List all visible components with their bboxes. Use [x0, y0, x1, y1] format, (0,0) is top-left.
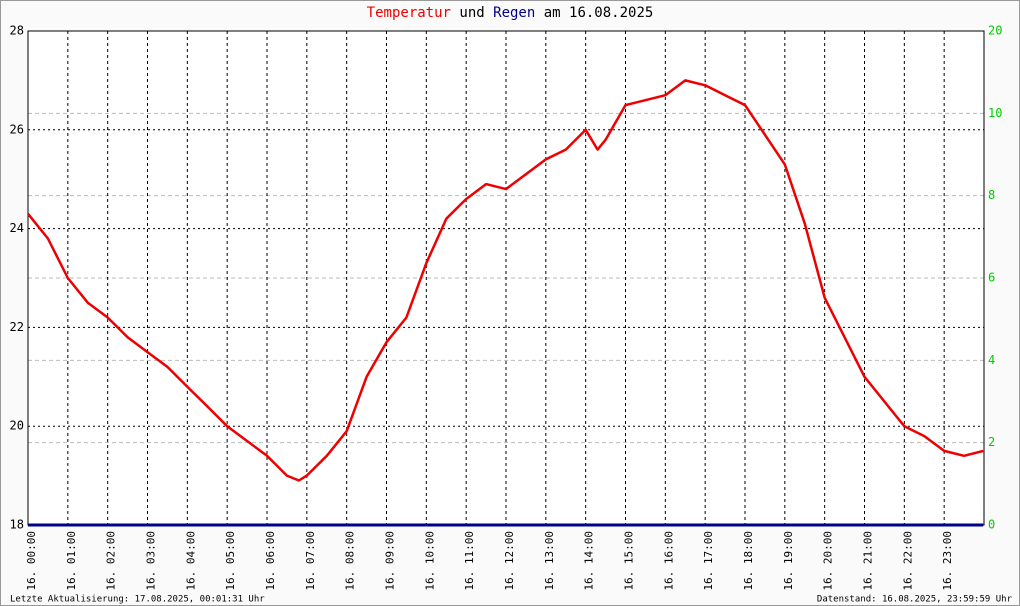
y-tick-label: 28 [10, 24, 24, 38]
y2-tick-label: 6 [988, 271, 995, 285]
title-date: am 16.08.2025 [544, 5, 654, 21]
y2-tick-label: 2 [988, 435, 995, 449]
y2-tick-label: 8 [988, 188, 995, 202]
title-temp: Temperatur [367, 5, 451, 21]
series-line [27, 79, 984, 482]
y-tick-label: 26 [10, 122, 24, 136]
x-tick-label: 16. 14:00 [583, 531, 596, 591]
title-rain: Regen [493, 5, 535, 21]
x-tick-label: 16. 12:00 [503, 531, 516, 591]
x-tick-label: 16. 02:00 [105, 531, 118, 591]
x-tick-label: 16. 15:00 [623, 531, 636, 591]
x-tick-label: 16. 01:00 [65, 531, 78, 591]
x-tick-label: 16. 19:00 [782, 531, 795, 591]
x-tick-label: 16. 10:00 [423, 531, 436, 591]
x-tick-label: 16. 11:00 [463, 531, 476, 591]
x-tick-label: 16. 22:00 [901, 531, 914, 591]
chart-title: Temperatur und Regen am 16.08.2025 [367, 5, 654, 21]
x-tick-label: 16. 04:00 [184, 531, 197, 591]
y-tick-label: 24 [10, 221, 24, 235]
x-tick-label: 16. 07:00 [304, 531, 317, 591]
x-tick-label: 16. 13:00 [543, 531, 556, 591]
x-tick-label: 16. 20:00 [822, 531, 835, 591]
title-connector: und [459, 5, 484, 21]
x-tick-label: 16. 18:00 [742, 531, 755, 591]
x-tick-label: 16. 23:00 [941, 531, 954, 591]
x-tick-label: 16. 21:00 [862, 531, 875, 591]
y2-tick-label: 4 [988, 353, 995, 367]
x-tick-label: 16. 00:00 [25, 531, 38, 591]
x-tick-label: 16. 08:00 [344, 531, 357, 591]
x-tick-label: 16. 05:00 [224, 531, 237, 591]
y2-tick-label: 20 [988, 24, 1002, 38]
x-tick-label: 16. 06:00 [264, 531, 277, 591]
y2-tick-label: 0 [988, 518, 995, 532]
footer-left: Letzte Aktualisierung: 17.08.2025, 00:01… [10, 595, 265, 605]
x-tick-label: 16. 03:00 [145, 531, 158, 591]
footer-right: Datenstand: 16.08.2025, 23:59:59 Uhr [817, 595, 1013, 605]
y-tick-label: 18 [10, 518, 24, 532]
x-tick-label: 16. 16:00 [662, 531, 675, 591]
y-tick-label: 22 [10, 320, 24, 334]
x-tick-label: 16. 09:00 [384, 531, 397, 591]
y-tick-label: 20 [10, 419, 24, 433]
y2-tick-label: 10 [988, 106, 1002, 120]
x-tick-label: 16. 17:00 [702, 531, 715, 591]
